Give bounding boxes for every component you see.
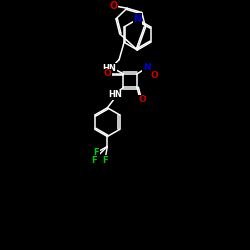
Text: F: F [102, 156, 108, 164]
Text: N: N [143, 63, 151, 72]
Text: O: O [109, 1, 118, 11]
Text: O: O [150, 70, 158, 80]
Text: O: O [104, 69, 111, 78]
Text: HN: HN [108, 90, 122, 100]
Text: F: F [91, 156, 96, 164]
Text: O: O [138, 95, 146, 104]
Text: F: F [94, 148, 99, 157]
Text: N: N [133, 14, 141, 24]
Text: HN: HN [102, 64, 116, 73]
